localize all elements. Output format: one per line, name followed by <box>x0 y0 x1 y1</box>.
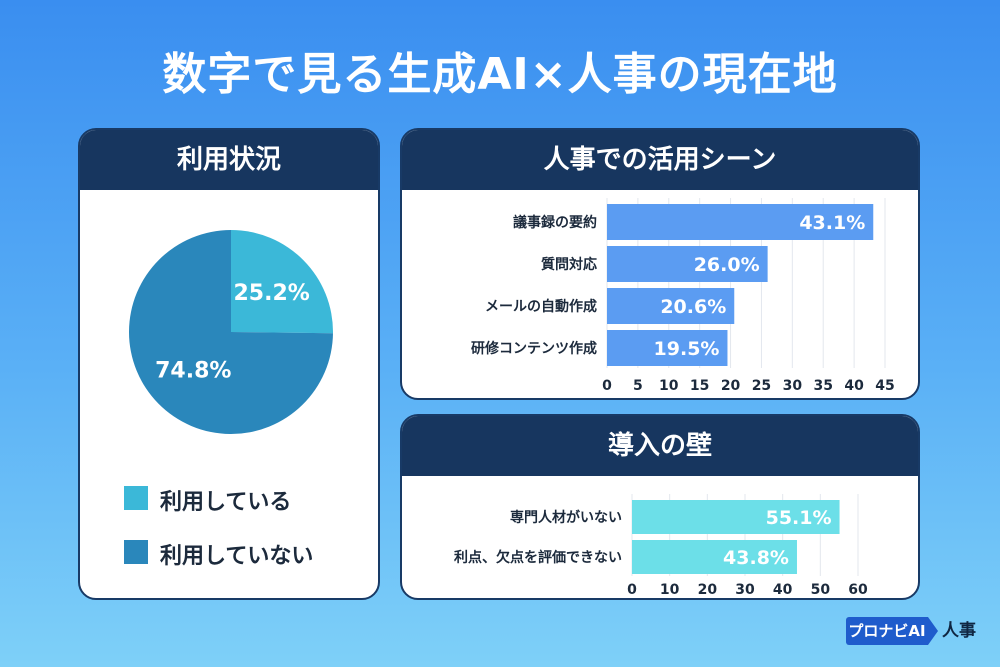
x-tick-label-5: 50 <box>811 582 831 598</box>
bar-0 <box>632 500 840 534</box>
x-tick-label-8: 40 <box>844 378 864 394</box>
legend-swatch-using <box>124 486 148 510</box>
brand-logo-suffix: 人事 <box>942 621 976 641</box>
x-tick-label-4: 20 <box>721 378 741 394</box>
barriers-bar-chart: 0 10 20 30 40 50 60 55.1% 専門人材がいない 43.8% 利点、欠点を評価で… <box>454 494 868 598</box>
bar-3 <box>607 330 728 366</box>
x-tick-label-3: 15 <box>690 378 709 394</box>
brand-logo-box: プロナビAI <box>846 617 928 645</box>
x-tick-label-1: 10 <box>660 582 680 598</box>
category-label-0: 専門人材がいない <box>510 509 622 526</box>
bar-value-label-1: 26.0% <box>694 254 760 276</box>
usage-scenes-bar-chart: 0 5 10 15 20 25 30 35 40 45 43.1% 議事録の要約 26.0% 質問対応 20… <box>471 198 895 394</box>
pie-slice-1 <box>129 230 333 434</box>
usage-scenes-panel-title: 人事での活用シーン <box>402 130 918 190</box>
bar-value-label-2: 20.6% <box>660 296 726 318</box>
pie-slice-label-0: 25.2% <box>233 281 309 306</box>
usage-panel: 利用状況 25.2% 74.8% 利用している 利用していない <box>78 128 380 600</box>
x-tick-label-2: 20 <box>698 582 718 598</box>
bar-value-label-0: 55.1% <box>766 507 832 529</box>
bar-2 <box>607 288 735 324</box>
x-tick-label-1: 5 <box>633 378 643 394</box>
category-label-3: 研修コンテンツ作成 <box>471 340 597 357</box>
pie-slice-0 <box>231 230 333 334</box>
category-label-0: 議事録の要約 <box>513 214 597 231</box>
legend-swatch-not-using <box>124 540 148 564</box>
category-label-2: メールの自動作成 <box>485 298 597 315</box>
x-tick-label-6: 30 <box>783 378 803 394</box>
barriers-panel: 導入の壁 0 10 20 30 40 50 60 55.1% 専門人材がいない 43.8% 利点、欠… <box>400 414 920 600</box>
page-title: 数字で見る生成AI×人事の現在地 <box>162 49 838 100</box>
bar-1 <box>607 246 768 282</box>
bar-1 <box>632 540 797 574</box>
barriers-panel-title: 導入の壁 <box>402 416 918 476</box>
category-label-1: 質問対応 <box>541 256 597 273</box>
usage-pie-chart: 25.2% 74.8% <box>129 230 333 434</box>
x-tick-label-2: 10 <box>659 378 679 394</box>
legend-label-not-using: 利用していない <box>160 544 314 569</box>
x-tick-label-7: 35 <box>813 378 832 394</box>
x-tick-label-0: 0 <box>602 378 612 394</box>
usage-panel-title: 利用状況 <box>80 130 378 190</box>
usage-scenes-panel: 人事での活用シーン 0 5 10 15 20 25 30 35 40 45 43.1% 議事録の要約 2… <box>400 128 920 400</box>
x-tick-label-4: 40 <box>773 582 793 598</box>
bar-value-label-0: 43.1% <box>799 212 865 234</box>
x-tick-label-9: 45 <box>875 378 894 394</box>
x-tick-label-3: 30 <box>735 582 755 598</box>
bar-value-label-3: 19.5% <box>654 338 720 360</box>
brand-logo-arrow <box>928 617 938 645</box>
x-tick-label-6: 60 <box>848 582 868 598</box>
bar-value-label-1: 43.8% <box>723 547 789 569</box>
x-tick-label-5: 25 <box>752 378 771 394</box>
bar-0 <box>607 204 874 240</box>
pie-slice-label-1: 74.8% <box>155 358 231 383</box>
legend-label-using: 利用している <box>160 490 292 515</box>
x-tick-label-0: 0 <box>627 582 637 598</box>
category-label-1: 利点、欠点を評価できない <box>454 549 622 566</box>
